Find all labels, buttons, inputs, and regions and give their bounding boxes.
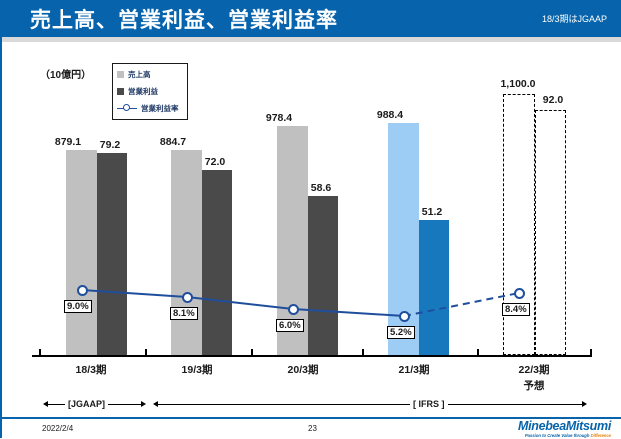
data-point-margin-4 (513, 287, 525, 299)
x-label-4: 22/3期 (518, 364, 550, 376)
logo-tagline-part1: Passion to Create Value through (524, 433, 591, 438)
bar-value-sales-3: 988.4 (376, 109, 404, 121)
bar-value-sales-4: 1,100.0 (500, 78, 536, 90)
axis-tick-5 (590, 349, 592, 356)
x-label-0: 18/3期 (75, 364, 107, 376)
page-title: 売上高、営業利益、営業利益率 (30, 9, 338, 32)
bar-oi-4-forecast (535, 110, 566, 355)
bar-sales-1 (171, 150, 202, 355)
margin-label-4: 8.4% (502, 303, 530, 316)
margin-label-2: 6.0% (276, 319, 304, 332)
footer-page-number: 23 (308, 424, 317, 433)
bar-sales-0 (66, 150, 97, 355)
bar-oi-0 (97, 153, 127, 355)
bar-value-sales-2: 978.4 (265, 112, 293, 124)
axis-tick-3 (362, 349, 364, 356)
bar-value-oi-0: 79.2 (99, 139, 121, 151)
bracket-jgaap: [JGAAP] (42, 398, 147, 412)
bar-value-oi-4: 92.0 (542, 94, 564, 106)
unit-label: （10億円） (40, 70, 92, 81)
legend-line-marker-icon (117, 103, 137, 113)
x-label-2: 20/3期 (287, 364, 319, 376)
x-axis-line (32, 355, 592, 357)
x-sublabel-forecast: 予想 (523, 380, 545, 392)
data-point-margin-0 (76, 284, 88, 296)
logo-tagline-part2: Difference (590, 433, 611, 438)
bar-value-oi-2: 58.6 (310, 182, 332, 194)
header-underline (2, 37, 621, 42)
bracket-label-jgaap: [JGAAP] (65, 398, 109, 411)
margin-label-1: 8.1% (170, 307, 198, 320)
data-point-margin-2 (287, 303, 299, 315)
footer-rule (2, 417, 621, 419)
bar-sales-2 (277, 126, 308, 355)
bar-value-oi-1: 72.0 (204, 156, 226, 168)
legend-label-operating-margin: 営業利益率 (141, 103, 179, 113)
logo-name: MinebeaMitsumi (517, 419, 611, 433)
axis-tick-0 (39, 349, 41, 356)
bar-sales-3 (388, 123, 419, 355)
bar-oi-3 (419, 220, 449, 355)
bar-oi-1 (202, 170, 232, 355)
margin-label-0: 9.0% (64, 300, 92, 313)
legend-label-operating-income: 営業利益 (128, 86, 158, 96)
data-point-margin-1 (181, 291, 193, 303)
bar-sales-4-forecast (503, 94, 535, 355)
bracket-ifrs: [ IFRS ] (152, 398, 587, 412)
axis-tick-1 (145, 349, 147, 356)
margin-label-3: 5.2% (387, 326, 415, 339)
bar-value-oi-3: 51.2 (421, 206, 443, 218)
x-label-3: 21/3期 (398, 364, 430, 376)
chart-legend: 売上高 営業利益 営業利益率 (112, 63, 188, 120)
bracket-label-ifrs: [ IFRS ] (410, 398, 448, 411)
bar-value-sales-0: 879.1 (54, 136, 82, 148)
slide-header: 売上高、営業利益、営業利益率 18/3期はJGAAP (2, 0, 621, 37)
company-logo: MinebeaMitsumi Passion to Create Value t… (518, 420, 611, 439)
legend-item-sales: 売上高 (117, 68, 151, 80)
legend-label-sales: 売上高 (128, 69, 151, 79)
legend-swatch-operating-income (117, 87, 124, 95)
x-label-1: 19/3期 (181, 364, 213, 376)
bar-value-sales-1: 884.7 (159, 136, 187, 148)
legend-item-operating-income: 営業利益 (117, 85, 158, 97)
legend-swatch-sales (117, 70, 124, 78)
axis-tick-2 (251, 349, 253, 356)
data-point-margin-3 (398, 310, 410, 322)
legend-item-operating-margin: 営業利益率 (117, 102, 179, 114)
axis-tick-4 (477, 349, 479, 356)
bar-oi-2 (308, 196, 338, 355)
logo-tagline: Passion to Create Value through Differen… (518, 433, 611, 439)
footer-date: 2022/2/4 (42, 424, 74, 433)
header-note: 18/3期はJGAAP (541, 14, 607, 24)
